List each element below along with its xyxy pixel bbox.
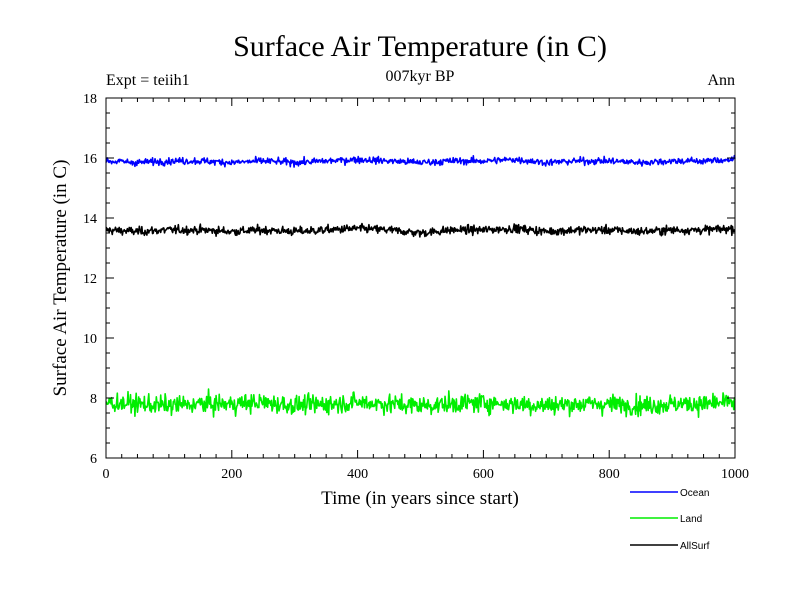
x-tick-label: 0 [103, 467, 110, 482]
x-tick-label: 600 [473, 467, 494, 482]
x-tick-label: 1000 [721, 467, 749, 482]
x-tick-label: 200 [221, 467, 242, 482]
legend-label-allsurf: AllSurf [680, 541, 710, 552]
x-tick-label: 400 [347, 467, 368, 482]
x-axis-label: Time (in years since start) [321, 488, 519, 509]
series-line-land [105, 388, 736, 419]
y-tick-label: 8 [90, 392, 97, 407]
y-tick-label: 18 [83, 92, 97, 107]
x-tick-label: 800 [599, 467, 620, 482]
season-label: Ann [707, 72, 735, 89]
y-tick-label: 12 [83, 272, 97, 287]
legend: Ocean Land AllSurf [630, 488, 710, 552]
legend-label-ocean: Ocean [680, 488, 709, 499]
experiment-label: Expt = teiih1 [106, 72, 190, 89]
y-axis-label: Surface Air Temperature (in C) [50, 160, 71, 397]
legend-label-land: Land [680, 514, 702, 525]
axes: 0 200 400 600 800 1000 6 8 10 12 14 16 18 [83, 92, 749, 482]
chart-title: Surface Air Temperature (in C) [233, 30, 607, 63]
y-tick-label: 14 [83, 212, 97, 227]
y-tick-label: 16 [83, 152, 97, 167]
series-line-ocean [105, 154, 736, 168]
chart-subtitle: 007kyr BP [386, 68, 455, 85]
plot-area [105, 154, 736, 419]
series-line-allsurf [105, 222, 736, 238]
y-tick-label: 6 [90, 452, 97, 467]
y-tick-label: 10 [83, 332, 97, 347]
